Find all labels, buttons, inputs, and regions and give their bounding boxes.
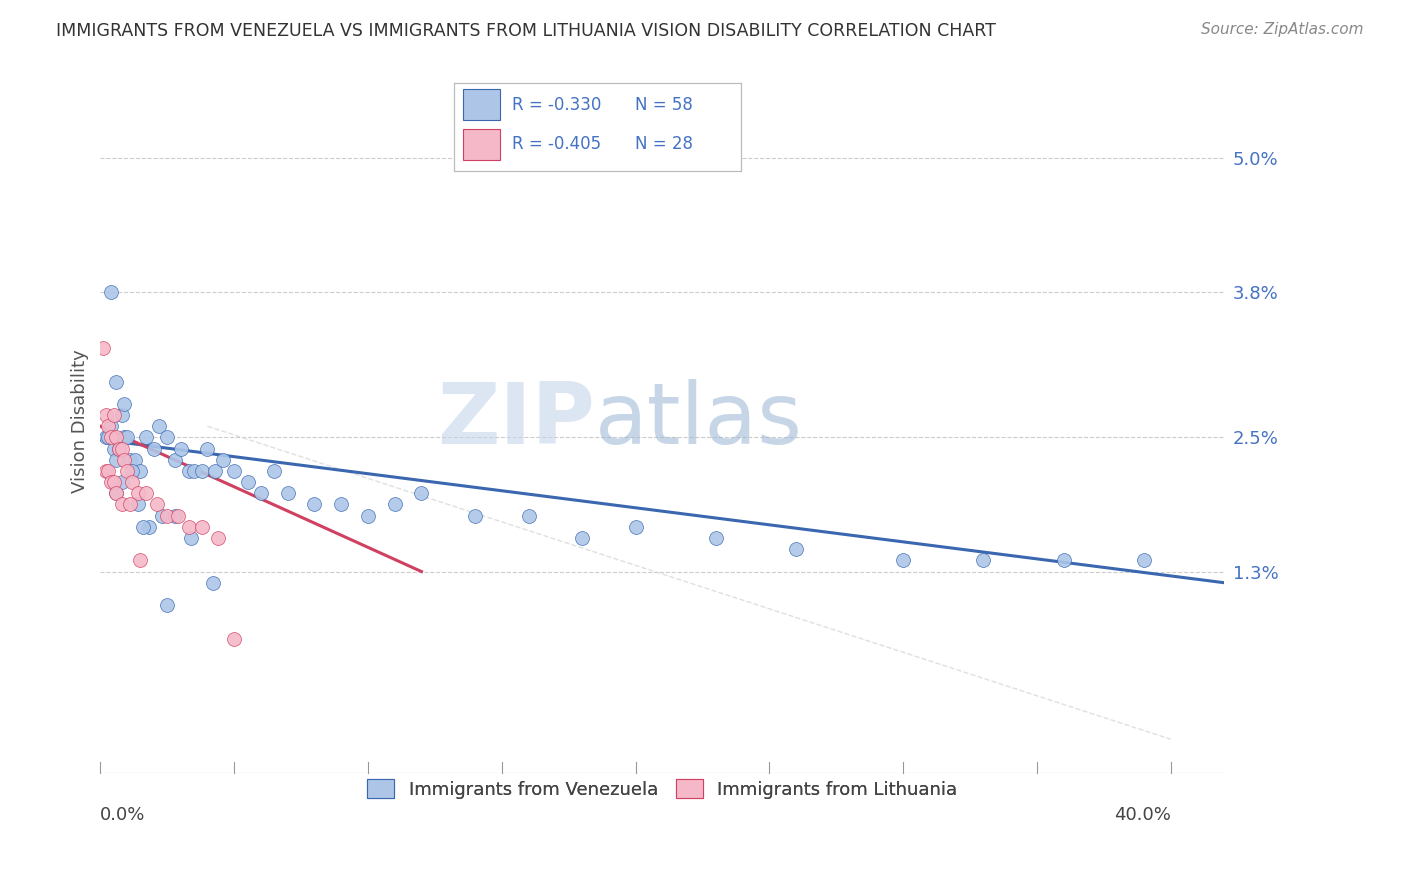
- Point: [105, 486, 128, 500]
- Point: [118, 498, 141, 512]
- Point: [165, 452, 187, 467]
- Point: [114, 397, 136, 411]
- Point: [111, 442, 134, 456]
- Point: [207, 531, 229, 545]
- Point: [1133, 553, 1156, 567]
- Point: [156, 598, 179, 612]
- Point: [277, 486, 299, 500]
- Point: [384, 498, 406, 512]
- Point: [156, 508, 179, 523]
- Text: 0.0%: 0.0%: [100, 806, 146, 824]
- Point: [127, 498, 149, 512]
- Point: [250, 486, 273, 500]
- Point: [103, 408, 125, 422]
- Point: [111, 498, 134, 512]
- Point: [891, 553, 914, 567]
- Point: [972, 553, 994, 567]
- Point: [177, 520, 200, 534]
- Legend: Immigrants from Venezuela, Immigrants from Lithuania: Immigrants from Venezuela, Immigrants fr…: [360, 772, 965, 806]
- Y-axis label: Vision Disability: Vision Disability: [72, 349, 89, 492]
- Point: [91, 341, 114, 355]
- Point: [197, 442, 219, 456]
- Point: [177, 464, 200, 478]
- Point: [165, 508, 187, 523]
- Point: [100, 475, 122, 490]
- Point: [100, 285, 122, 299]
- Point: [1053, 553, 1076, 567]
- Point: [148, 419, 170, 434]
- Point: [145, 498, 167, 512]
- Point: [138, 520, 160, 534]
- Point: [129, 553, 152, 567]
- Point: [121, 475, 143, 490]
- Point: [156, 430, 179, 444]
- Point: [108, 442, 131, 456]
- Point: [517, 508, 540, 523]
- Point: [94, 430, 117, 444]
- Point: [212, 452, 235, 467]
- Text: atlas: atlas: [595, 379, 803, 462]
- Point: [191, 520, 214, 534]
- Point: [785, 542, 807, 557]
- Point: [135, 430, 157, 444]
- Point: [108, 442, 131, 456]
- Point: [191, 464, 214, 478]
- Point: [167, 508, 190, 523]
- Point: [411, 486, 433, 500]
- Point: [114, 452, 136, 467]
- Point: [97, 464, 120, 478]
- Point: [180, 531, 202, 545]
- Point: [111, 475, 134, 490]
- Point: [103, 475, 125, 490]
- Point: [111, 408, 134, 422]
- Point: [121, 464, 143, 478]
- Point: [150, 508, 173, 523]
- Text: ZIP: ZIP: [437, 379, 595, 462]
- Point: [224, 632, 246, 646]
- Point: [100, 430, 122, 444]
- Text: 40.0%: 40.0%: [1114, 806, 1171, 824]
- Point: [183, 464, 205, 478]
- Point: [127, 486, 149, 500]
- Point: [100, 419, 122, 434]
- Point: [236, 475, 259, 490]
- Point: [115, 464, 138, 478]
- Point: [105, 486, 128, 500]
- Point: [304, 498, 326, 512]
- Point: [114, 430, 136, 444]
- Point: [135, 486, 157, 500]
- Point: [357, 508, 380, 523]
- Point: [330, 498, 353, 512]
- Point: [132, 520, 155, 534]
- Point: [118, 452, 141, 467]
- Point: [142, 442, 165, 456]
- Point: [103, 442, 125, 456]
- Point: [169, 442, 191, 456]
- Point: [97, 430, 120, 444]
- Point: [105, 430, 128, 444]
- Text: Source: ZipAtlas.com: Source: ZipAtlas.com: [1201, 22, 1364, 37]
- Point: [464, 508, 486, 523]
- Point: [224, 464, 246, 478]
- Point: [94, 408, 117, 422]
- Point: [124, 452, 146, 467]
- Point: [204, 464, 226, 478]
- Point: [105, 375, 128, 389]
- Point: [97, 419, 120, 434]
- Text: IMMIGRANTS FROM VENEZUELA VS IMMIGRANTS FROM LITHUANIA VISION DISABILITY CORRELA: IMMIGRANTS FROM VENEZUELA VS IMMIGRANTS …: [56, 22, 995, 40]
- Point: [129, 464, 152, 478]
- Point: [105, 452, 128, 467]
- Point: [115, 430, 138, 444]
- Point: [704, 531, 727, 545]
- Point: [263, 464, 285, 478]
- Point: [201, 575, 224, 590]
- Point: [571, 531, 593, 545]
- Point: [624, 520, 647, 534]
- Point: [94, 464, 117, 478]
